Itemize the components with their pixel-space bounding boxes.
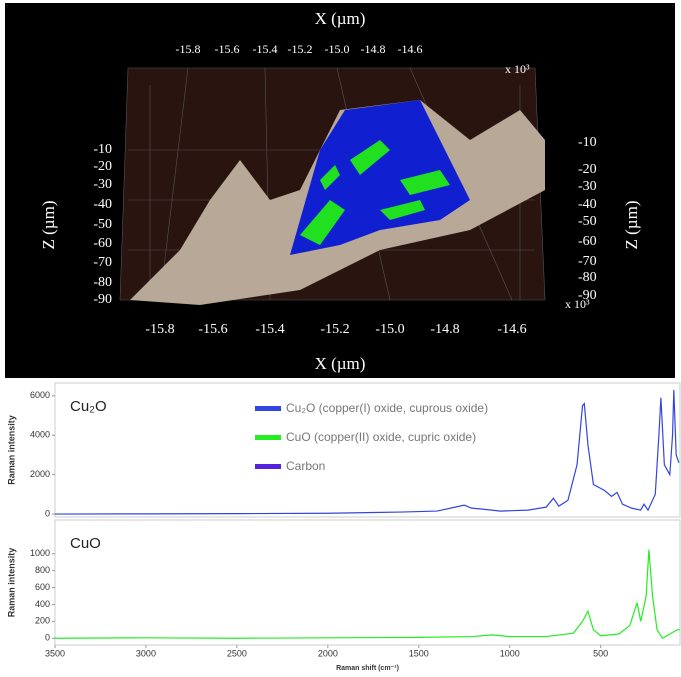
x-tick-label: -15.0 — [325, 42, 350, 56]
x-axis-title-top: X (µm) — [315, 9, 366, 28]
z-tick-label: -40 — [93, 197, 112, 212]
plot-frame — [54, 519, 681, 646]
y-tick-label: 6000 — [30, 390, 50, 400]
legend-swatch — [255, 435, 281, 440]
z-tick-label: -90 — [93, 292, 112, 307]
y-tick-label: 0 — [45, 633, 50, 643]
series-line — [54, 549, 680, 640]
z-tick-label: -30 — [578, 179, 597, 194]
x-tick-label: -15.4 — [255, 322, 284, 337]
x-tick-label: -15.6 — [198, 322, 227, 337]
y-tick-label: 400 — [35, 599, 50, 609]
x-tick-label: -15.6 — [215, 42, 240, 56]
x-tick-label: 1000 — [500, 648, 520, 658]
x-tick-label: -14.6 — [398, 42, 423, 56]
y-tick-label: 800 — [35, 565, 50, 575]
series-line — [54, 389, 680, 515]
z-tick-label: -20 — [578, 162, 597, 177]
x-tick-label: 500 — [593, 648, 608, 658]
z-tick-label: -40 — [578, 197, 597, 212]
y-tick-label: 1000 — [30, 548, 50, 558]
z-tick-label: -90 — [578, 288, 597, 303]
z-axis-title-right: Z (µm) — [622, 201, 641, 250]
x-tick-label: -15.2 — [320, 322, 349, 337]
z-tick-label: -50 — [93, 217, 112, 232]
x-tick-label: -15.0 — [375, 322, 404, 337]
x-tick-label: -15.8 — [145, 322, 174, 337]
z-tick-label: -30 — [93, 177, 112, 192]
z-tick-label: -80 — [93, 275, 112, 290]
y-axis-title: Raman intensity — [6, 415, 16, 485]
x-tick-label: -15.8 — [176, 42, 201, 56]
legend-swatch — [255, 406, 281, 411]
z-tick-label: -70 — [93, 255, 112, 270]
y-tick-label: 0 — [45, 508, 50, 518]
scale-label: x 10³ — [505, 62, 530, 76]
z-tick-label: -80 — [578, 270, 597, 285]
legend-label: Cu₂O (copper(I) oxide, cuprous oxide) — [286, 401, 488, 415]
series-label: Cu₂O — [70, 398, 107, 415]
z-axis-title-left: Z (µm) — [39, 201, 58, 250]
x-tick-label: 2000 — [318, 648, 338, 658]
z-tick-label: -60 — [93, 236, 112, 251]
scale-label: x 10³ — [565, 297, 590, 311]
z-tick-label: -50 — [578, 214, 597, 229]
y-tick-label: 4000 — [30, 430, 50, 440]
x-tick-label: 2500 — [227, 648, 247, 658]
x-tick-label: -14.6 — [497, 322, 526, 337]
y-tick-label: 600 — [35, 582, 50, 592]
z-tick-label: -20 — [93, 159, 112, 174]
plot-frame — [54, 382, 681, 518]
x-tick-label: -14.8 — [430, 322, 459, 337]
z-tick-label: -70 — [578, 254, 597, 269]
z-tick-label: -60 — [578, 234, 597, 249]
x-tick-label: 3000 — [136, 648, 156, 658]
legend-swatch — [255, 464, 281, 469]
map-streaks — [300, 140, 450, 245]
x-axis-title-bottom: X (µm) — [315, 354, 366, 373]
x-tick-label: -15.4 — [253, 42, 278, 56]
x-axis-title: Raman shift (cm⁻¹) — [336, 665, 399, 672]
y-tick-label: 200 — [35, 616, 50, 626]
legend-label: CuO (copper(II) oxide, cupric oxide) — [286, 430, 476, 444]
x-tick-label: -15.2 — [288, 42, 313, 56]
x-tick-label: 3500 — [45, 648, 65, 658]
x-tick-label: -14.8 — [361, 42, 386, 56]
series-label: CuO — [70, 535, 101, 552]
legend-label: Carbon — [286, 459, 325, 473]
y-axis-title: Raman intensity — [6, 548, 16, 618]
z-tick-label: -10 — [93, 142, 112, 157]
x-tick-label: 1500 — [409, 648, 429, 658]
y-tick-label: 2000 — [30, 469, 50, 479]
z-tick-label: -10 — [578, 135, 597, 150]
